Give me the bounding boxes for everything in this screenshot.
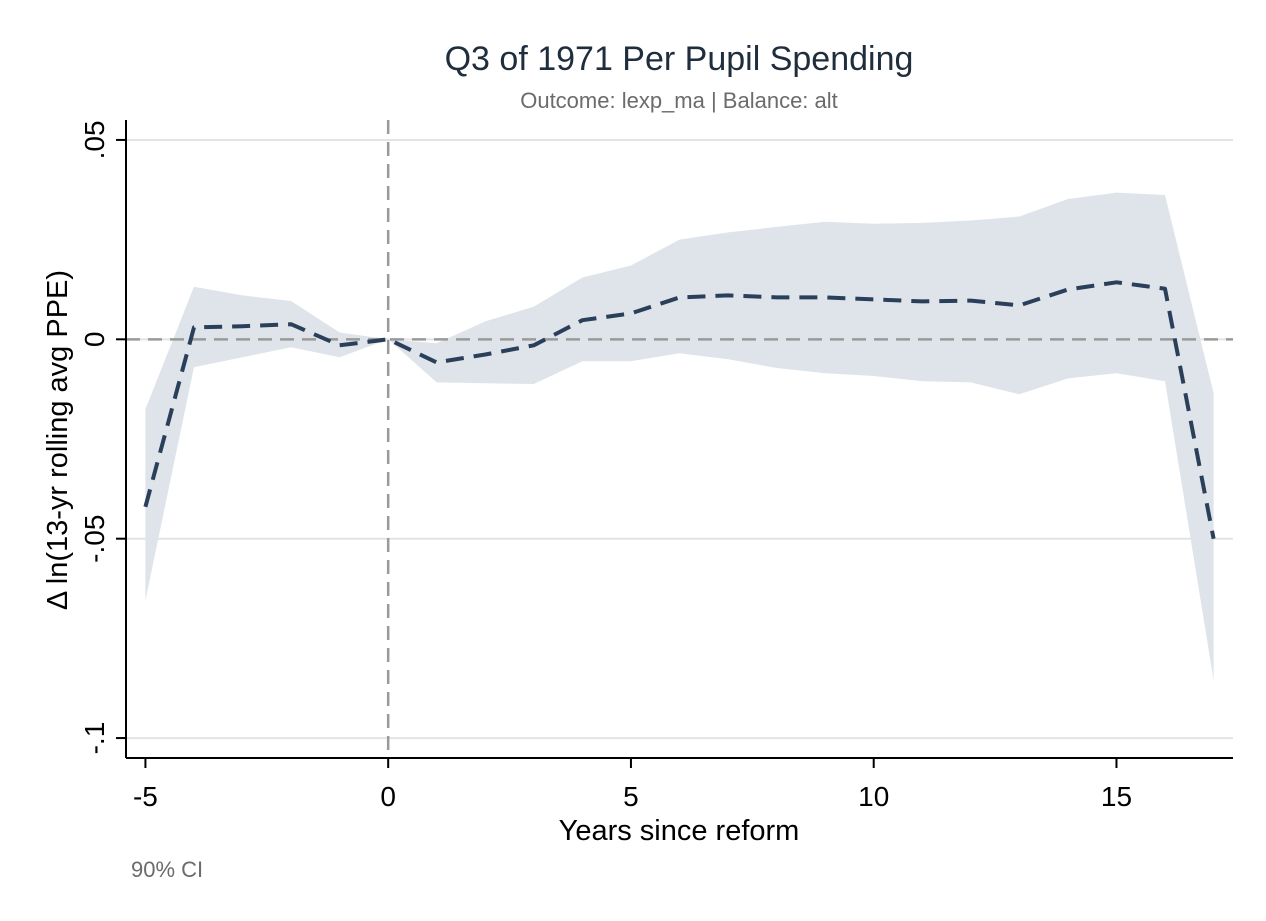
x-axis-label: Years since reform [559, 815, 800, 847]
x-tick-label-2: 5 [623, 781, 639, 812]
x-ticks: -5 0 5 10 15 [133, 758, 1132, 812]
chart-subtitle: Outcome: lexp_ma | Balance: alt [520, 88, 838, 113]
y-tick-label-1: 0 [79, 332, 110, 348]
series-line [143, 280, 1216, 540]
x-tick-label-1: 0 [380, 781, 396, 812]
chart-title: Q3 of 1971 Per Pupil Spending [445, 40, 914, 78]
reference-lines [126, 120, 1233, 758]
y-tick-label-2: -.05 [79, 515, 110, 563]
y-tick-label-3: -.1 [79, 722, 110, 755]
y-axis-label: Δ ln(13-yr rolling avg PPE) [42, 270, 74, 610]
x-tick-label-3: 10 [858, 781, 889, 812]
x-tick-label-4: 15 [1101, 781, 1132, 812]
x-tick-label-0: -5 [133, 781, 158, 812]
y-ticks: .05 0 -.05 -.1 [79, 120, 126, 754]
axes [125, 120, 1233, 759]
ci-band [145, 192, 1214, 681]
ci-note: 90% CI [131, 857, 203, 882]
y-tick-label-0: .05 [79, 120, 110, 159]
